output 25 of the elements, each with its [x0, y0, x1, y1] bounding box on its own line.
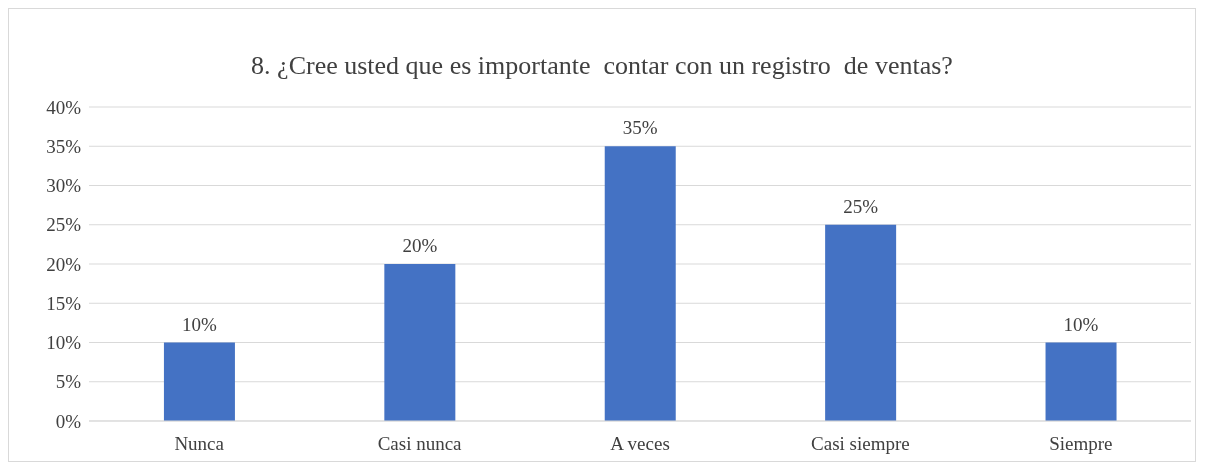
bar: [825, 224, 897, 421]
bar: [163, 342, 235, 421]
x-tick-label: Nunca: [174, 433, 225, 455]
data-label: 10%: [182, 313, 218, 335]
y-tick-label: 25%: [46, 214, 82, 236]
y-tick-label: 40%: [46, 96, 82, 118]
data-label: 25%: [843, 195, 879, 217]
x-tick-label: Casi siempre: [811, 433, 910, 455]
y-tick-label: 20%: [46, 253, 82, 275]
x-tick-label: Casi nunca: [377, 433, 463, 455]
bar: [384, 264, 456, 421]
data-label: 35%: [622, 117, 658, 139]
bar: [1045, 342, 1117, 421]
y-tick-label: 35%: [46, 135, 82, 157]
x-tick-label: A veces: [610, 433, 670, 455]
data-label: 20%: [402, 235, 438, 256]
y-tick-label: 10%: [46, 332, 82, 354]
y-tick-label: 0%: [55, 410, 82, 432]
data-label: 10%: [1063, 313, 1099, 335]
y-tick-label: 5%: [55, 371, 82, 393]
chart-title: 8. ¿Cree usted que es importante contar con un registro de ventas?: [251, 51, 953, 80]
y-tick-label: 30%: [46, 175, 82, 197]
y-tick-label: 15%: [46, 292, 82, 314]
x-tick-label: Siempre: [1049, 433, 1113, 455]
bar: [604, 146, 676, 421]
